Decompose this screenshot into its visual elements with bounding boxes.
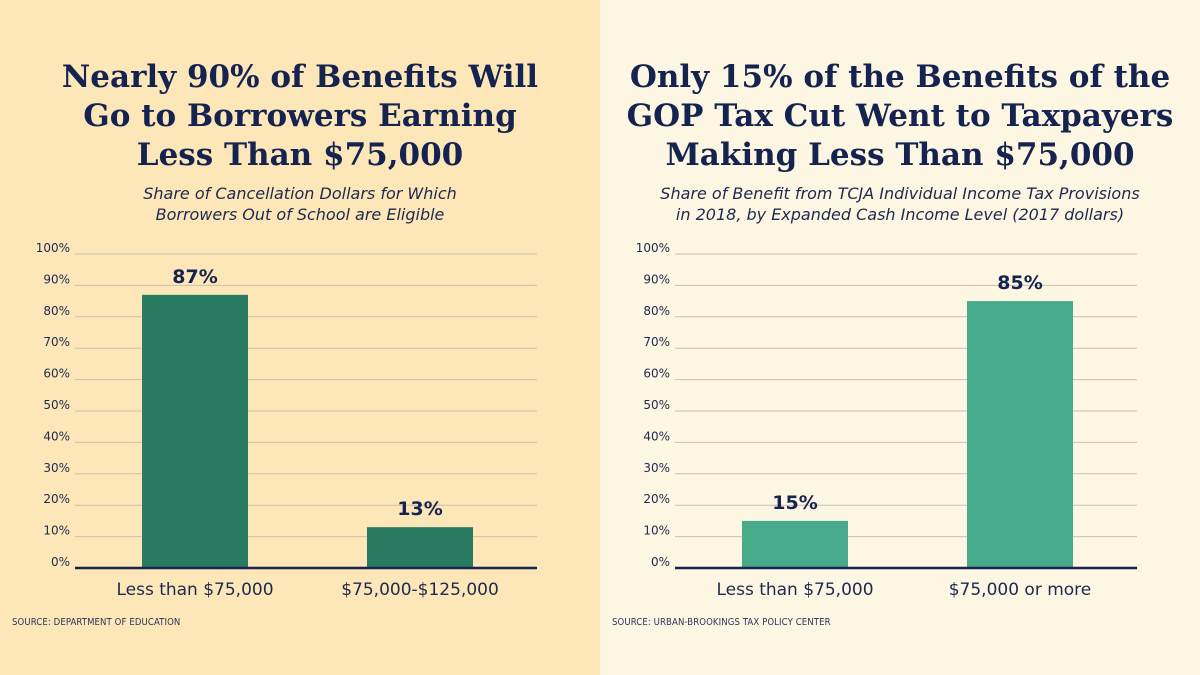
right-chart-title: Only 15% of the Benefits of the GOP Tax … bbox=[600, 58, 1200, 175]
right-chart-panel: Only 15% of the Benefits of the GOP Tax … bbox=[600, 0, 1200, 675]
right-y-tick-label: 90% bbox=[643, 272, 670, 286]
left-y-tick-label: 50% bbox=[43, 398, 70, 412]
right-y-tick-label: 70% bbox=[643, 335, 670, 349]
left-y-tick-label: 0% bbox=[51, 555, 70, 569]
right-bar-1 bbox=[742, 520, 848, 568]
left-title-line-3: Less Than $75,000 bbox=[136, 137, 464, 173]
right-subtitle-line-1: Share of Benefit from TCJA Individual In… bbox=[660, 184, 1140, 203]
left-source-note: SOURCE: DEPARTMENT OF EDUCATION bbox=[12, 617, 181, 628]
left-y-tick-label: 70% bbox=[43, 335, 70, 349]
left-data-label-2: 13% bbox=[397, 498, 442, 520]
left-title-line-2: Go to Borrowers Earning bbox=[83, 98, 517, 134]
left-y-tick-label: 10% bbox=[43, 524, 70, 538]
left-subtitle-line-2: Borrowers Out of School are Eligible bbox=[155, 205, 445, 224]
left-y-tick-label: 100% bbox=[36, 241, 70, 255]
right-data-label-1: 15% bbox=[772, 492, 817, 514]
left-bar-1 bbox=[142, 294, 248, 568]
left-y-tick-label: 90% bbox=[43, 272, 70, 286]
left-chart-panel: Nearly 90% of Benefits Will Go to Borrow… bbox=[0, 0, 600, 675]
right-y-tick-label: 0% bbox=[651, 555, 670, 569]
left-subtitle-line-1: Share of Cancellation Dollars for Which bbox=[143, 184, 457, 203]
right-y-tick-label: 20% bbox=[643, 492, 670, 506]
right-y-tick-label: 50% bbox=[643, 398, 670, 412]
right-title-line-3: Making Less Than $75,000 bbox=[665, 137, 1135, 173]
left-chart-title: Nearly 90% of Benefits Will Go to Borrow… bbox=[0, 58, 600, 175]
right-y-tick-label: 80% bbox=[643, 304, 670, 318]
right-y-tick-label: 40% bbox=[643, 429, 670, 443]
right-title-line-1: Only 15% of the Benefits of the bbox=[629, 59, 1171, 95]
right-y-tick-label: 30% bbox=[643, 461, 670, 475]
left-chart-subtitle: Share of Cancellation Dollars for Which … bbox=[0, 183, 600, 225]
left-y-tick-label: 40% bbox=[43, 429, 70, 443]
right-source-note: SOURCE: URBAN-BROOKINGS TAX POLICY CENTE… bbox=[612, 617, 831, 628]
left-category-label-1: Less than $75,000 bbox=[116, 580, 273, 600]
right-y-tick-label: 10% bbox=[643, 524, 670, 538]
left-bar-chart: 0% 10% 20% 30% 40% 50% 60% 70% 80% 90% 100% 87% Less… bbox=[36, 241, 537, 600]
right-y-tick-label: 60% bbox=[643, 367, 670, 381]
left-category-label-2: $75,000-$125,000 bbox=[341, 580, 499, 600]
right-category-label-2: $75,000 or more bbox=[949, 580, 1092, 600]
left-bar-2 bbox=[367, 527, 473, 568]
left-y-tick-label: 20% bbox=[43, 492, 70, 506]
left-y-tick-label: 60% bbox=[43, 367, 70, 381]
right-chart-subtitle: Share of Benefit from TCJA Individual In… bbox=[600, 183, 1200, 225]
left-title-line-1: Nearly 90% of Benefits Will bbox=[61, 59, 539, 95]
left-data-label-1: 87% bbox=[172, 266, 217, 288]
left-y-tick-label: 80% bbox=[43, 304, 70, 318]
right-category-label-1: Less than $75,000 bbox=[716, 580, 873, 600]
right-bar-2 bbox=[967, 301, 1073, 568]
right-subtitle-line-2: in 2018, by Expanded Cash Income Level (… bbox=[675, 205, 1125, 224]
right-title-line-2: GOP Tax Cut Went to Taxpayers bbox=[626, 98, 1174, 134]
right-bar-chart: 0% 10% 20% 30% 40% 50% 60% 70% 80% 90% 100% 15% Less… bbox=[636, 241, 1137, 600]
left-y-tick-label: 30% bbox=[43, 461, 70, 475]
right-y-tick-label: 100% bbox=[636, 241, 670, 255]
right-data-label-2: 85% bbox=[997, 272, 1042, 294]
